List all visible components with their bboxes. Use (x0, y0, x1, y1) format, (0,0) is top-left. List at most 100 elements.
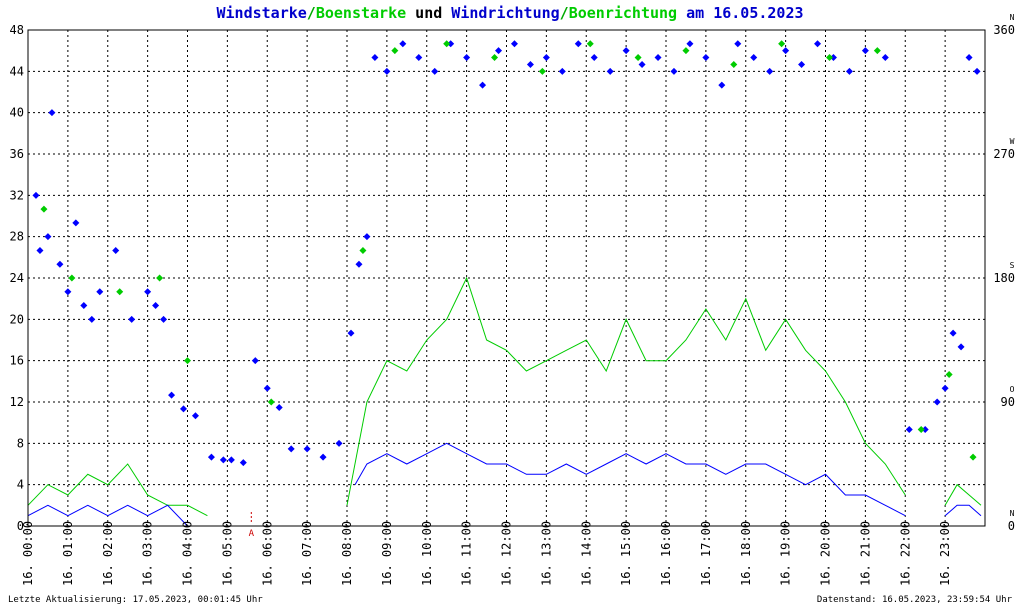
wind-direction-point (670, 67, 678, 75)
x-tick-label: 16. 05:00 (220, 521, 234, 586)
grid (28, 30, 985, 526)
x-tick-label: 16. 07:00 (300, 521, 314, 586)
y-left-tick-label: 0 (17, 519, 24, 533)
wind-direction-point (718, 81, 726, 89)
wind-direction-point (191, 412, 199, 420)
y-right-tick-label: 90 (1001, 395, 1015, 409)
y-left-tick-label: 28 (10, 230, 24, 244)
x-tick-label: 16. 10:00 (420, 521, 434, 586)
wind-direction-point (574, 40, 582, 48)
y-left-tick-label: 12 (10, 395, 24, 409)
gust-direction-point (778, 40, 786, 48)
wind-direction-point (180, 405, 188, 413)
wind-direction-point (814, 40, 822, 48)
wind-direction-point (219, 456, 227, 464)
footer-right: Datenstand: 16.05.2023, 23:59:54 Uhr (817, 595, 1013, 605)
y-left-tick-label: 20 (10, 312, 24, 326)
wind-direction-point (399, 40, 407, 48)
gust-direction-point (443, 40, 451, 48)
gust-direction-point (945, 370, 953, 378)
x-tick-label: 16. 00:00 (21, 521, 35, 586)
footer-left: Letzte Aktualisierung: 17.05.2023, 00:01… (8, 595, 263, 605)
gust-speed-series (27, 276, 982, 517)
direction-points (32, 40, 981, 467)
wind-direction-point (32, 191, 40, 199)
wind-direction-point (263, 384, 271, 392)
gust-direction-point (538, 67, 546, 75)
y-right-direction-label: N (1010, 509, 1015, 518)
gust-speed-line (944, 483, 982, 506)
y-right-tick-label: 270 (993, 147, 1015, 161)
x-tick-label: 16. 14:00 (579, 521, 593, 586)
y-left-tick-label: 40 (10, 106, 24, 120)
wind-direction-point (415, 54, 423, 62)
wind-direction-point (88, 315, 96, 323)
y-right-direction-label: O (1010, 385, 1015, 394)
x-tick-label: 16. 21:00 (858, 521, 872, 586)
wind-direction-point (239, 459, 247, 467)
wind-direction-point (335, 439, 343, 447)
wind-direction-point (152, 302, 160, 310)
wind-direction-point (654, 54, 662, 62)
wind-direction-point (56, 260, 64, 268)
y-right-direction-label: N (1010, 13, 1015, 22)
wind-direction-point (275, 404, 283, 412)
wind-direction-point (921, 426, 929, 434)
y-right-direction-label: W (1010, 137, 1015, 146)
wind-direction-point (829, 54, 837, 62)
gust-direction-point (116, 288, 124, 296)
wind-direction-point (973, 67, 981, 75)
wind-direction-point (431, 67, 439, 75)
wind-direction-point (48, 109, 56, 117)
gust-direction-point (40, 205, 48, 213)
x-tick-label: 16. 19:00 (779, 521, 793, 586)
wind-direction-point (766, 67, 774, 75)
gust-direction-point (917, 426, 925, 434)
wind-direction-point (96, 288, 104, 296)
x-tick-label: 16. 01:00 (61, 521, 75, 586)
wind-direction-point (207, 453, 215, 461)
gust-direction-point (68, 274, 76, 282)
gust-direction-point (634, 54, 642, 62)
wind-direction-point (495, 47, 503, 55)
x-tick-label: 16. 02:00 (101, 521, 115, 586)
y-right-tick-label: 180 (993, 271, 1015, 285)
y-right-tick-label: 360 (993, 23, 1015, 37)
wind-direction-point (479, 81, 487, 89)
wind-speed-series (27, 442, 982, 527)
y-left-tick-label: 44 (10, 64, 24, 78)
y-right-tick-label: 0 (1008, 519, 1015, 533)
x-tick-label: 16. 23:00 (938, 521, 952, 586)
wind-direction-point (949, 329, 957, 337)
wind-direction-point (319, 453, 327, 461)
gust-direction-point (267, 398, 275, 406)
gust-direction-point (359, 246, 367, 254)
gust-direction-point (682, 47, 690, 55)
title-part: Boenstarke (316, 4, 406, 22)
gust-direction-point (730, 60, 738, 68)
wind-direction-point (251, 357, 259, 365)
wind-direction-point (128, 315, 136, 323)
x-tick-label: 16. 12:00 (500, 521, 514, 586)
wind-direction-point (526, 60, 534, 68)
wind-direction-point (44, 233, 52, 241)
x-tick-label: 16. 09:00 (380, 521, 394, 586)
wind-direction-point (227, 456, 235, 464)
title-part: Windstarke (216, 4, 306, 22)
y-right-direction-label: S (1010, 261, 1015, 270)
wind-direction-point (463, 54, 471, 62)
wind-direction-point (933, 398, 941, 406)
y-left-tick-label: 24 (10, 271, 24, 285)
y-left-tick-label: 36 (10, 147, 24, 161)
wind-direction-point (941, 384, 949, 392)
gust-direction-point (156, 274, 164, 282)
wind-direction-point (36, 246, 44, 254)
wind-direction-point (355, 260, 363, 268)
wind-speed-line (944, 504, 982, 517)
wind-direction-point (905, 426, 913, 434)
title-part: und (406, 4, 451, 22)
x-tick-label: 16. 20:00 (819, 521, 833, 586)
